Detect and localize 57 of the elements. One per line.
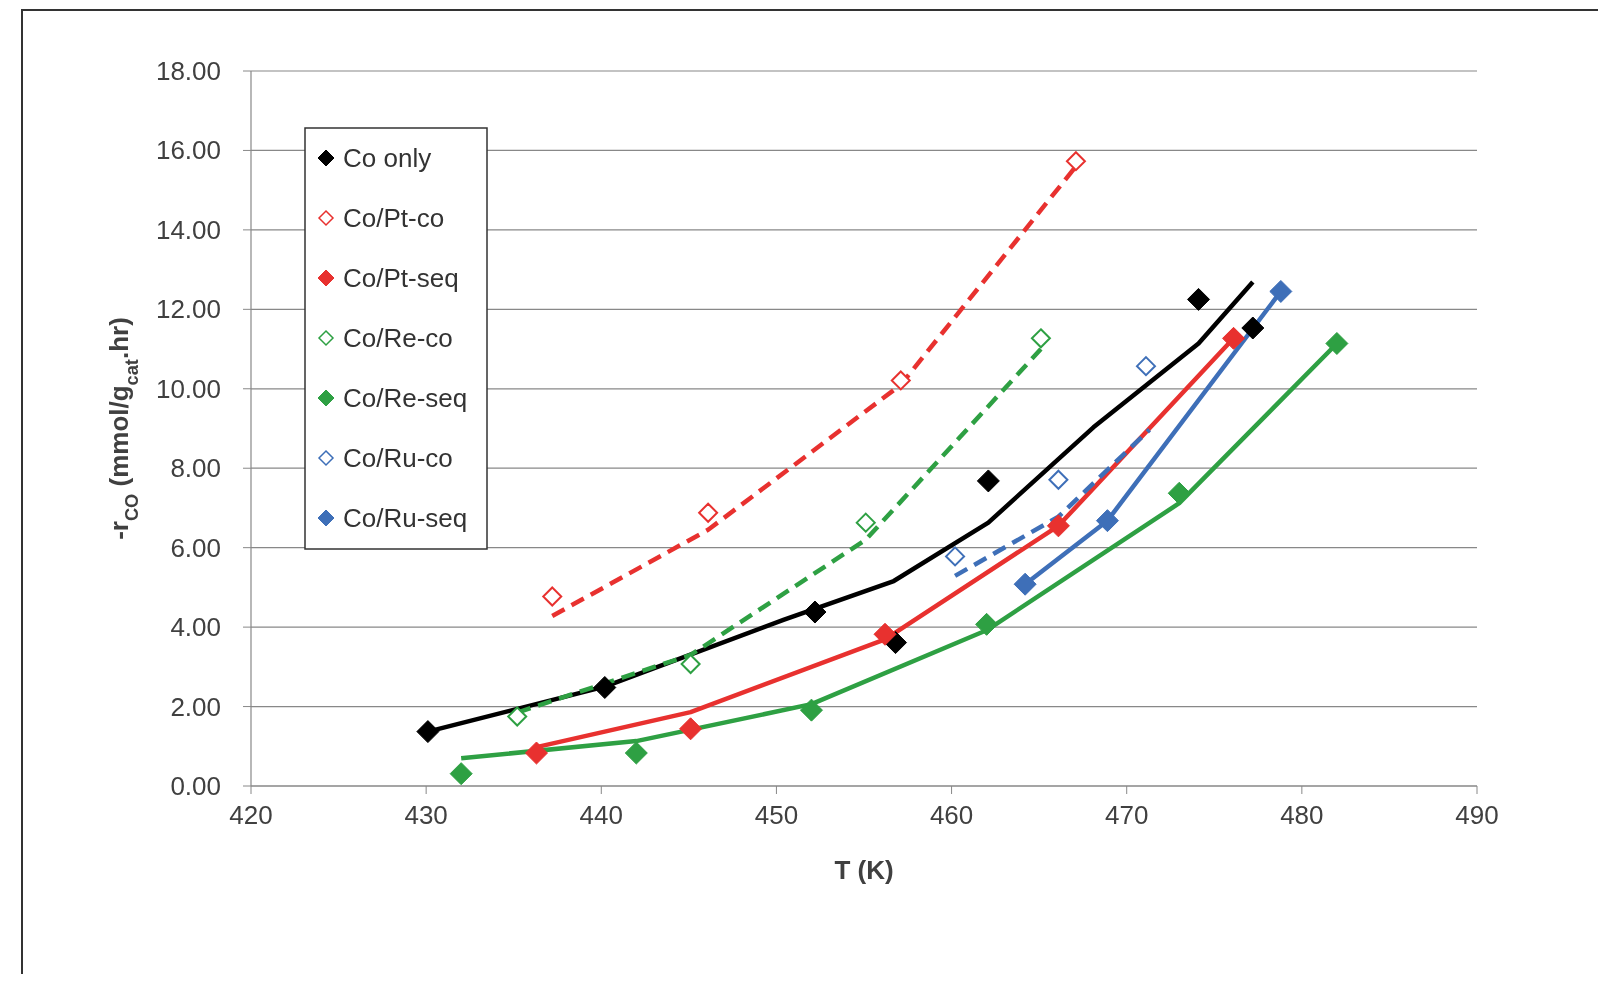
point <box>1065 151 1086 172</box>
point <box>1048 469 1069 490</box>
x-tick-label: 440 <box>579 800 623 830</box>
y-tick-label: 12.00 <box>155 294 221 325</box>
legend-label: Co/Ru-co <box>343 443 453 473</box>
point <box>449 762 473 786</box>
y-tick-label: 18.00 <box>155 56 221 86</box>
x-tick-label: 470 <box>1105 800 1149 830</box>
point <box>799 698 823 722</box>
point <box>873 622 897 646</box>
point <box>679 717 703 741</box>
point <box>1222 326 1246 350</box>
y-tick-label: 4.00 <box>170 612 221 643</box>
y-tick-label: 14.00 <box>155 214 221 245</box>
point <box>507 706 528 727</box>
x-tick-label: 420 <box>229 800 273 830</box>
point <box>1030 328 1051 349</box>
point <box>1241 316 1265 340</box>
x-axis-title: T (K) <box>834 855 894 885</box>
point <box>416 720 440 744</box>
point <box>680 654 701 675</box>
point <box>524 741 548 765</box>
x-tick-label: 450 <box>754 800 799 830</box>
y-tick-label: 16.00 <box>155 135 221 166</box>
legend-label: Co/Ru-seq <box>343 503 468 533</box>
point <box>698 502 719 523</box>
legend-label: Co/Re-co <box>343 323 453 353</box>
point <box>1135 356 1156 377</box>
y-tick-label: 2.00 <box>170 691 221 722</box>
point <box>976 469 1000 493</box>
legend-label: Co only <box>343 143 432 173</box>
y-tick-label: 10.00 <box>155 373 221 404</box>
y-tick-label: 6.00 <box>170 532 221 563</box>
point <box>593 675 617 699</box>
point <box>542 586 563 607</box>
point <box>855 512 876 533</box>
legend-label: Co/Re-seq <box>343 383 468 413</box>
point <box>890 370 911 391</box>
x-tick-label: 480 <box>1280 800 1324 830</box>
point <box>1046 514 1070 538</box>
point <box>1187 287 1211 311</box>
point <box>1013 572 1037 596</box>
legend-label: Co/Pt-seq <box>343 263 459 293</box>
legend-label: Co/Pt-co <box>343 203 445 233</box>
point <box>803 600 827 624</box>
point <box>975 612 999 636</box>
y-tick-label: 8.00 <box>170 453 221 484</box>
x-tick-label: 430 <box>404 800 448 830</box>
x-tick-label: 460 <box>929 800 974 830</box>
point <box>1269 279 1293 303</box>
point <box>1325 331 1349 355</box>
x-tick-label: 490 <box>1455 800 1499 830</box>
point <box>1095 509 1119 533</box>
point <box>624 741 648 765</box>
point <box>945 546 966 567</box>
y-tick-label: 0.00 <box>170 771 221 801</box>
point <box>1167 481 1191 505</box>
